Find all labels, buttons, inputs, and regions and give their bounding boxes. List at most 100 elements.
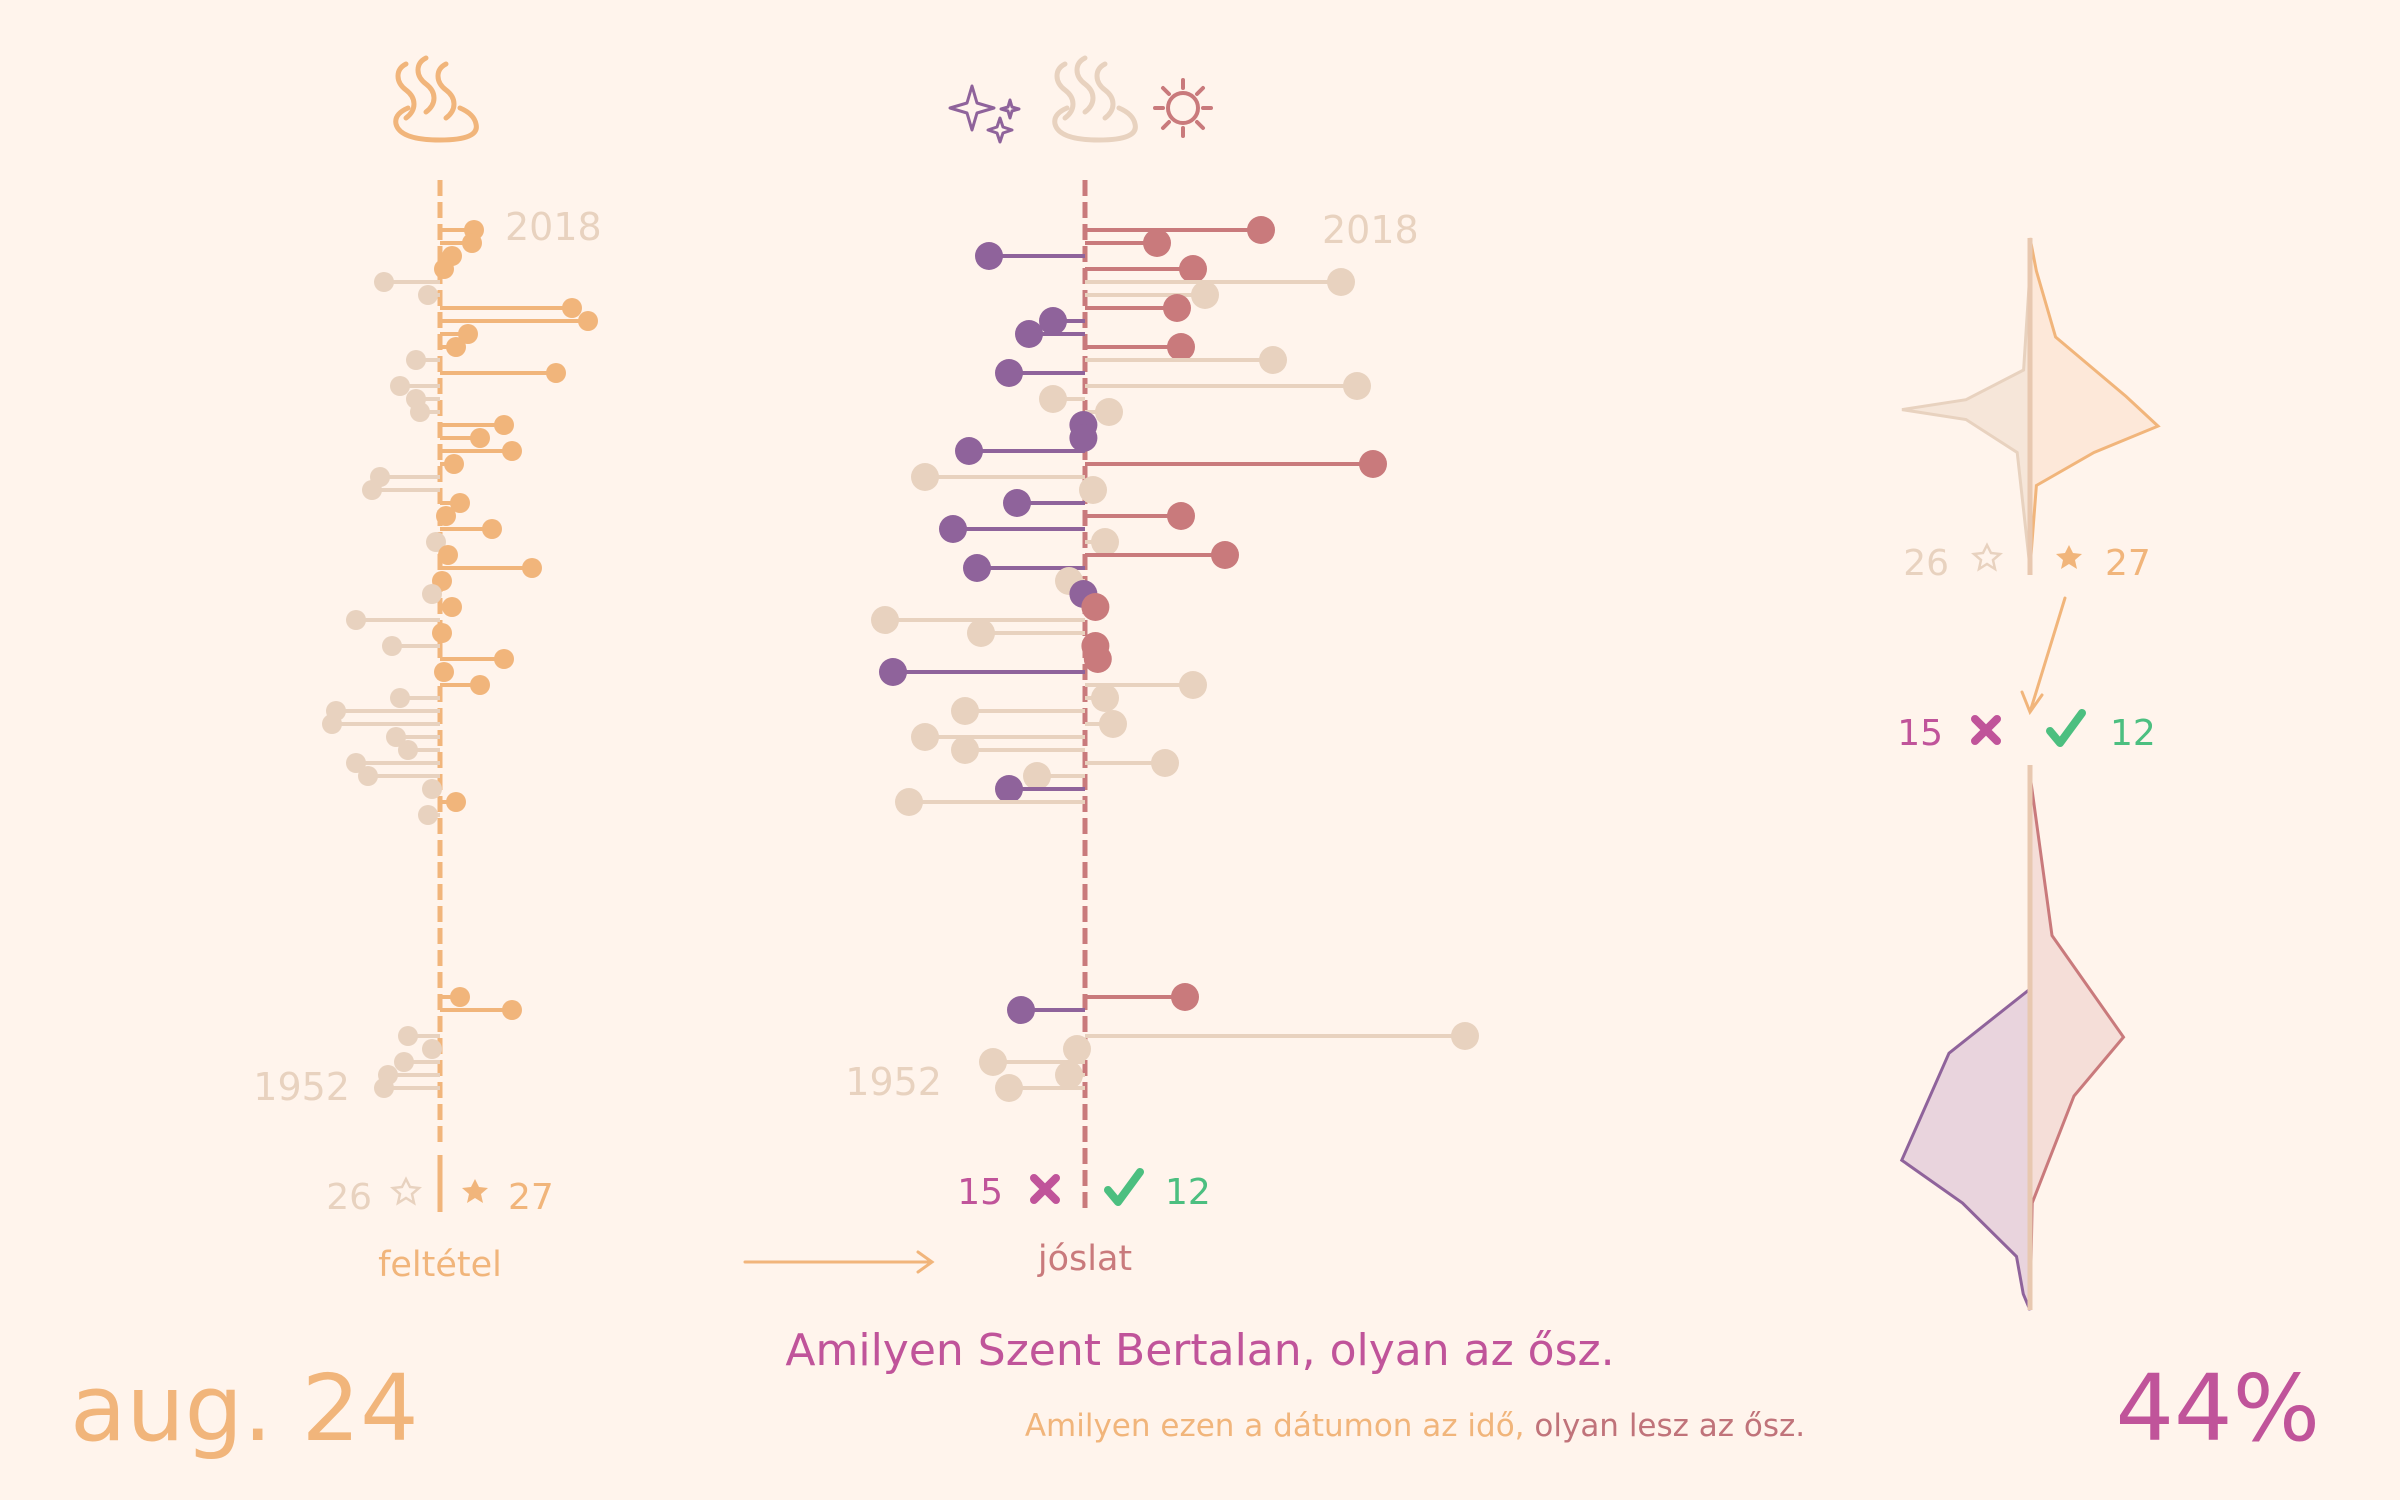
forecast-dot-1994 — [1091, 528, 1119, 556]
condition-dot-1956 — [398, 1026, 418, 1046]
dist-tally-hit: 12 — [2110, 713, 2156, 754]
forecast-dot-1977 — [1151, 749, 1179, 777]
forecast-dot-2001 — [955, 437, 983, 465]
condition-dot-1977 — [346, 753, 366, 773]
forecast-dot-2012 — [1163, 294, 1191, 322]
forecast-dot-1983 — [1179, 671, 1207, 699]
forecast-dot-2010 — [1015, 320, 1043, 348]
condition-dot-1976 — [358, 766, 378, 786]
condition-dot-1986 — [382, 636, 402, 656]
hot-springs-icon — [1052, 55, 1138, 143]
condition-dot-2010 — [458, 324, 478, 344]
condition-dot-1985 — [494, 649, 514, 669]
forecast-dot-1984 — [879, 658, 907, 686]
condition-tally-below: 26 — [326, 1177, 372, 1218]
condition-dot-1958 — [502, 1000, 522, 1020]
forecast-dot-2006 — [1343, 372, 1371, 400]
forecast-dot-1981 — [951, 697, 979, 725]
density-condition-above — [2028, 237, 2161, 569]
condition-dot-2015 — [434, 259, 454, 279]
check-icon — [2046, 709, 2086, 747]
condition-dot-1996 — [436, 506, 456, 526]
forecast-dot-2017 — [1143, 229, 1171, 257]
forecast-dot-2014 — [1327, 268, 1355, 296]
forecast-dot-1956 — [1451, 1022, 1479, 1050]
condition-dot-2006 — [390, 376, 410, 396]
forecast-dot-2002 — [1069, 424, 1098, 452]
condition-dot-2001 — [502, 441, 522, 461]
condition-dot-1992 — [522, 558, 542, 578]
forecast-dot-1979 — [911, 723, 939, 751]
forecast-dot-1989 — [1081, 593, 1110, 621]
condition-dot-1984 — [434, 662, 454, 682]
forecast-dot-1978 — [951, 736, 979, 764]
star-filled-icon — [462, 1179, 488, 1203]
forecast-dot-1993 — [1211, 541, 1239, 569]
forecast-dot-2008 — [1259, 346, 1287, 374]
density-forecast-miss — [1899, 775, 2032, 1311]
star-outline-icon — [1971, 542, 2003, 572]
condition-dot-2000 — [444, 454, 464, 474]
condition-dot-2014 — [374, 272, 394, 292]
hot-springs-icon — [393, 55, 479, 143]
cross-icon — [1971, 715, 2001, 745]
condition-dot-1987 — [432, 623, 452, 643]
forecast-dot-1976 — [1023, 762, 1051, 790]
condition-dot-1955 — [422, 1039, 442, 1059]
condition-dot-2007 — [546, 363, 566, 383]
forecast-dot-1997 — [1003, 489, 1031, 517]
condition-dot-2003 — [494, 415, 514, 435]
forecast-year-bottom: 1952 — [845, 1060, 942, 1104]
forecast-dot-1959 — [1171, 983, 1199, 1011]
proverb-title: Amilyen Szent Bertalan, olyan az ősz. — [785, 1325, 1615, 1376]
condition-tally-above: 27 — [508, 1177, 554, 1218]
condition-dot-2013 — [418, 285, 438, 305]
forecast-dot-1955 — [1063, 1035, 1091, 1063]
check-icon — [1104, 1168, 1144, 1206]
condition-dot-1993 — [438, 545, 458, 565]
distribution-arrow — [2020, 596, 2067, 716]
forecast-tally-miss: 15 — [957, 1172, 1003, 1213]
forecast-dot-2013 — [1191, 281, 1219, 309]
forecast-dot-1999 — [911, 463, 939, 491]
forecast-dot-1988 — [871, 606, 899, 634]
forecast-dot-2007 — [995, 359, 1023, 387]
forecast-dot-2011 — [1039, 307, 1067, 335]
condition-label: feltétel — [378, 1245, 502, 1285]
date-label: aug. 24 — [70, 1355, 419, 1462]
condition-dot-2002 — [470, 428, 490, 448]
forecast-dot-2005 — [1039, 385, 1067, 413]
forecast-dot-1998 — [1079, 476, 1107, 504]
sun-icon — [1153, 78, 1213, 138]
forecast-label: jóslat — [1037, 1239, 1132, 1279]
condition-dot-1994 — [426, 532, 446, 552]
forecast-year-top: 2018 — [1322, 208, 1419, 252]
forecast-dot-1982 — [1091, 684, 1119, 712]
condition-dot-1995 — [482, 519, 502, 539]
condition-dot-1989 — [442, 597, 462, 617]
forecast-dot-2009 — [1167, 333, 1195, 361]
condition-dot-1952 — [374, 1078, 394, 1098]
dist-tally-above: 27 — [2105, 543, 2151, 584]
flow-arrow — [743, 1250, 935, 1274]
forecast-tally-hit: 12 — [1165, 1172, 1211, 1213]
condition-dot-1974 — [446, 792, 466, 812]
density-condition-below — [1901, 238, 2032, 569]
forecast-series — [871, 216, 1479, 1102]
forecast-dot-1958 — [1007, 996, 1035, 1024]
condition-dot-2011 — [578, 311, 598, 331]
forecast-dot-2004 — [1095, 398, 1123, 426]
forecast-dot-2016 — [975, 242, 1003, 270]
condition-dot-1973 — [418, 805, 438, 825]
proverb-explanation: Amilyen ezen a dátumon az idő, olyan les… — [0, 1408, 2400, 1444]
forecast-dot-1953 — [1055, 1061, 1083, 1089]
condition-dot-1982 — [390, 688, 410, 708]
forecast-dot-1995 — [939, 515, 967, 543]
forecast-dot-1980 — [1099, 710, 1127, 738]
condition-dot-1998 — [362, 480, 382, 500]
forecast-dot-1975 — [995, 775, 1023, 803]
condition-dot-2004 — [410, 402, 430, 422]
condition-dot-2009 — [446, 337, 466, 357]
dist-tally-miss: 15 — [1897, 713, 1943, 754]
